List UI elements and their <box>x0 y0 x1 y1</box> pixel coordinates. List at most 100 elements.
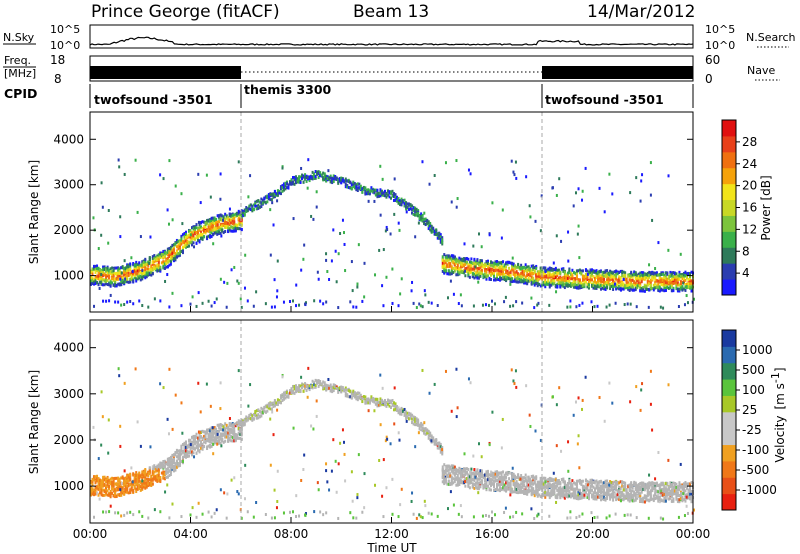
power-cell <box>365 188 368 192</box>
power-cell <box>239 297 242 301</box>
power-cell <box>459 268 462 272</box>
velocity-cell <box>299 384 302 388</box>
power-cell <box>175 250 178 254</box>
power-cell <box>590 268 593 272</box>
power-cell <box>112 277 115 281</box>
power-cell <box>204 225 207 229</box>
noise-tick-left-bottom: 10^0 <box>50 39 80 52</box>
velocity-cell <box>377 403 380 407</box>
power-cell <box>213 218 216 222</box>
power-cell <box>555 193 558 197</box>
velocity-cell <box>169 470 172 474</box>
power-cell <box>163 266 166 270</box>
power-cell <box>566 279 569 283</box>
power-cell <box>391 194 394 198</box>
power-cell <box>506 273 509 277</box>
velocity-cell <box>163 473 166 477</box>
power-cell <box>485 268 488 272</box>
power-cell <box>298 179 301 183</box>
velocity-cell <box>192 451 195 455</box>
power-cell <box>509 273 512 277</box>
power-cell <box>684 282 687 286</box>
power-cell <box>634 272 637 276</box>
power-cell <box>124 271 127 275</box>
colorbar-swatch <box>722 151 736 169</box>
velocity-cell <box>105 490 108 494</box>
power-cell <box>600 277 603 281</box>
nave-tick-top: 60 <box>705 53 720 67</box>
velocity-cell <box>231 423 234 427</box>
velocity-cell <box>132 472 135 476</box>
velocity-cell <box>237 426 240 430</box>
power-cell <box>520 271 523 275</box>
power-cell <box>97 267 100 271</box>
velocity-cell <box>240 421 243 425</box>
velocity-cell <box>147 474 150 478</box>
power-cell <box>462 258 465 262</box>
velocity-cell <box>204 435 207 439</box>
velocity-cell <box>118 484 121 488</box>
power-cell <box>117 266 120 270</box>
power-cell <box>613 280 616 284</box>
power-cell <box>138 299 141 303</box>
power-cell <box>386 193 389 197</box>
velocity-cell <box>159 476 162 480</box>
velocity-cell <box>168 464 171 468</box>
power-cell <box>655 285 658 289</box>
power-cell <box>670 274 673 278</box>
velocity-cell <box>121 489 124 493</box>
power-cell <box>461 265 464 269</box>
power-cell <box>601 280 604 284</box>
velocity-cell <box>151 478 154 482</box>
power-cell <box>658 273 661 277</box>
velocity-cell <box>346 388 349 392</box>
power-cell <box>518 280 521 284</box>
power-cell <box>655 273 658 277</box>
power-cell <box>678 287 681 291</box>
velocity-cell <box>326 384 329 388</box>
power-cell <box>111 277 114 281</box>
power-cell <box>509 279 512 283</box>
power-cell <box>227 221 230 225</box>
power-cell <box>304 173 307 177</box>
velocity-cell <box>192 436 195 440</box>
power-cell <box>509 276 512 280</box>
velocity-cell <box>148 468 151 472</box>
power-cell <box>651 287 654 291</box>
velocity-cell <box>207 435 210 439</box>
velocity-cell <box>200 446 203 450</box>
power-cell <box>370 189 373 193</box>
velocity-cell <box>180 459 183 463</box>
power-cell <box>441 240 444 244</box>
power-cell <box>295 304 298 308</box>
velocity-cell <box>109 477 112 481</box>
power-cell <box>594 286 597 290</box>
power-cell <box>273 195 276 199</box>
velocity-cell <box>96 487 99 491</box>
power-cell <box>163 250 166 254</box>
power-cell <box>195 226 198 230</box>
power-cell <box>162 249 165 253</box>
power-cell <box>117 158 120 162</box>
power-cell <box>105 269 108 273</box>
power-cell <box>126 300 129 304</box>
power-cell <box>92 216 95 220</box>
power-cell <box>237 227 240 231</box>
power-cell <box>606 269 609 273</box>
velocity-cell <box>191 435 194 439</box>
power-cell <box>326 270 329 274</box>
velocity-cell <box>308 385 311 389</box>
power-cell <box>649 271 652 275</box>
power-cell <box>594 276 597 280</box>
power-cell <box>412 301 415 305</box>
power-cell <box>141 304 144 308</box>
power-cell <box>133 264 136 268</box>
power-cell <box>577 278 580 282</box>
power-cell <box>453 257 456 261</box>
power-cell <box>493 264 496 268</box>
velocity-cell <box>234 422 237 426</box>
power-cell <box>502 275 505 279</box>
power-cell <box>356 186 359 190</box>
power-cell <box>132 262 135 266</box>
velocity-cell <box>365 399 368 403</box>
